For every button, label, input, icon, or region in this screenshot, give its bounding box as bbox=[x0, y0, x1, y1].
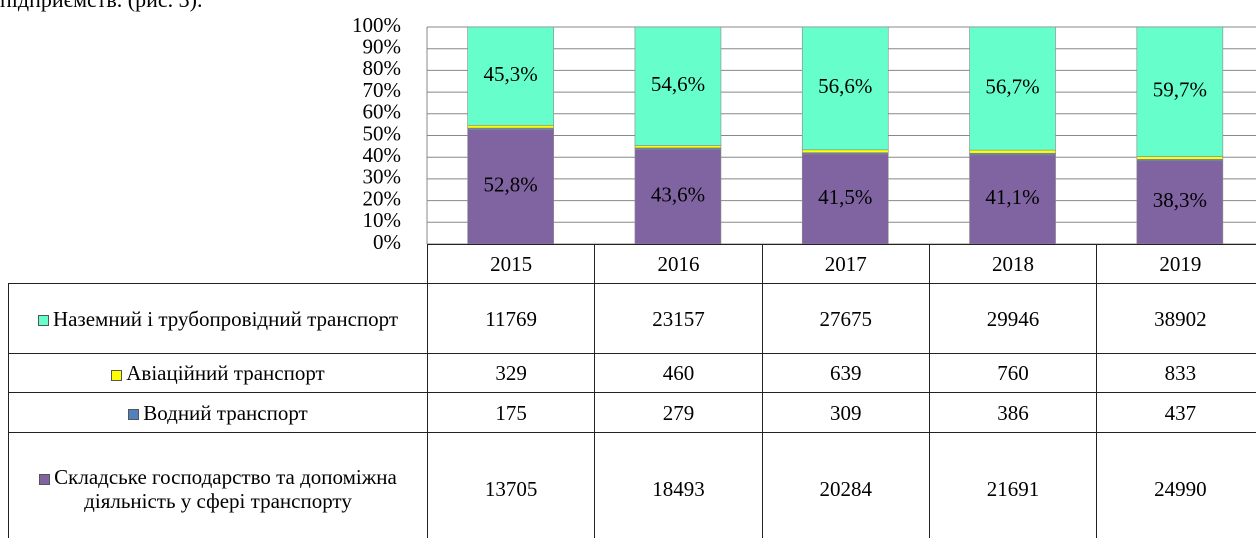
table-value-cell: 833 bbox=[1096, 353, 1256, 393]
y-tick-label: 40% bbox=[363, 143, 402, 167]
table-header-cell: 2016 bbox=[594, 244, 763, 284]
bar-segment bbox=[634, 26, 722, 146]
table-value-cell: 21691 bbox=[928, 432, 1098, 538]
y-tick-label: 90% bbox=[363, 35, 402, 59]
table-value-cell: 18493 bbox=[594, 432, 763, 538]
table-value-cell: 279 bbox=[594, 392, 763, 433]
legend-swatch bbox=[39, 473, 51, 485]
y-tick-label: 30% bbox=[363, 165, 402, 189]
bar-segment bbox=[467, 26, 554, 126]
y-tick-label: 10% bbox=[363, 208, 402, 232]
legend-swatch bbox=[37, 315, 49, 327]
table-value-cell: 639 bbox=[761, 353, 930, 393]
y-tick-label: 50% bbox=[363, 121, 402, 145]
bar-segment bbox=[969, 26, 1056, 151]
y-tick-label: 100% bbox=[352, 13, 401, 37]
data-label: 41,5% bbox=[818, 185, 872, 209]
table-header-cell: 2018 bbox=[928, 244, 1098, 284]
table-header-cell: 2015 bbox=[427, 244, 596, 284]
bar-segment bbox=[1136, 26, 1224, 157]
legend-cell: Авіаційний транспорт bbox=[8, 353, 428, 393]
data-label: 38,3% bbox=[1153, 188, 1207, 212]
y-tick-label: 60% bbox=[363, 100, 402, 124]
bar-segment bbox=[969, 154, 1056, 245]
caption-fragment: підприємств. (рис. 3). bbox=[0, 0, 202, 12]
table-value-cell: 386 bbox=[928, 392, 1098, 433]
legend-label: Складське господарство та допоміжна діял… bbox=[54, 465, 397, 513]
y-tick-label: 0% bbox=[373, 230, 401, 254]
table-value-cell: 20284 bbox=[761, 432, 930, 538]
data-label: 43,6% bbox=[651, 182, 705, 206]
legend-cell: Наземний і трубопровідний транспорт bbox=[8, 283, 428, 354]
bar-segment bbox=[1136, 156, 1224, 160]
legend-entry: Водний транспорт bbox=[128, 401, 308, 425]
data-label: 56,7% bbox=[985, 74, 1039, 98]
data-label: 45,3% bbox=[484, 62, 538, 86]
table-value-cell: 11769 bbox=[427, 283, 596, 354]
data-label: 54,6% bbox=[651, 72, 705, 96]
data-label: 41,1% bbox=[985, 185, 1039, 209]
table-value-cell: 437 bbox=[1096, 392, 1256, 433]
bar-segment bbox=[1136, 160, 1224, 245]
table-value-cell: 24990 bbox=[1096, 432, 1256, 538]
table-value-cell: 13705 bbox=[427, 432, 596, 538]
table-value-cell: 760 bbox=[928, 353, 1098, 393]
y-tick-label: 80% bbox=[363, 56, 402, 80]
bar-segment bbox=[634, 145, 722, 149]
table-value-cell: 329 bbox=[427, 353, 596, 393]
table-value-cell: 27675 bbox=[761, 283, 930, 354]
legend-entry: Авіаційний транспорт bbox=[111, 361, 325, 385]
table-value-cell: 38902 bbox=[1096, 283, 1256, 354]
table-value-cell: 460 bbox=[594, 353, 763, 393]
table-value-cell: 23157 bbox=[594, 283, 763, 354]
table-value-cell: 309 bbox=[761, 392, 930, 433]
bar-segment bbox=[801, 149, 889, 153]
table-value-cell: 29946 bbox=[928, 283, 1098, 354]
data-label: 59,7% bbox=[1153, 78, 1207, 102]
bar-segment bbox=[801, 153, 889, 245]
legend-label: Авіаційний транспорт bbox=[126, 361, 325, 385]
legend-label: Водний транспорт bbox=[143, 400, 308, 425]
data-label: 52,8% bbox=[484, 173, 538, 197]
legend-cell: Складське господарство та допоміжна діял… bbox=[8, 432, 428, 538]
y-tick-label: 20% bbox=[363, 186, 402, 210]
bar-segment bbox=[634, 149, 722, 245]
table-header-cell: 2019 bbox=[1096, 244, 1256, 284]
bar-segment bbox=[467, 125, 554, 129]
y-tick-label: 70% bbox=[363, 78, 402, 102]
legend-entry: Наземний і трубопровідний транспорт bbox=[37, 306, 399, 331]
legend-swatch bbox=[111, 369, 123, 381]
legend-cell: Водний транспорт bbox=[8, 392, 428, 433]
table-value-cell: 175 bbox=[427, 392, 596, 433]
table-header-cell: 2017 bbox=[761, 244, 930, 284]
legend-label: Наземний і трубопровідний транспорт bbox=[52, 306, 399, 331]
legend-entry: Складське господарство та допоміжна діял… bbox=[13, 465, 423, 513]
bar-segment bbox=[801, 26, 889, 151]
legend-swatch bbox=[128, 409, 140, 421]
data-label: 56,6% bbox=[818, 74, 872, 98]
bar-segment bbox=[969, 149, 1056, 154]
